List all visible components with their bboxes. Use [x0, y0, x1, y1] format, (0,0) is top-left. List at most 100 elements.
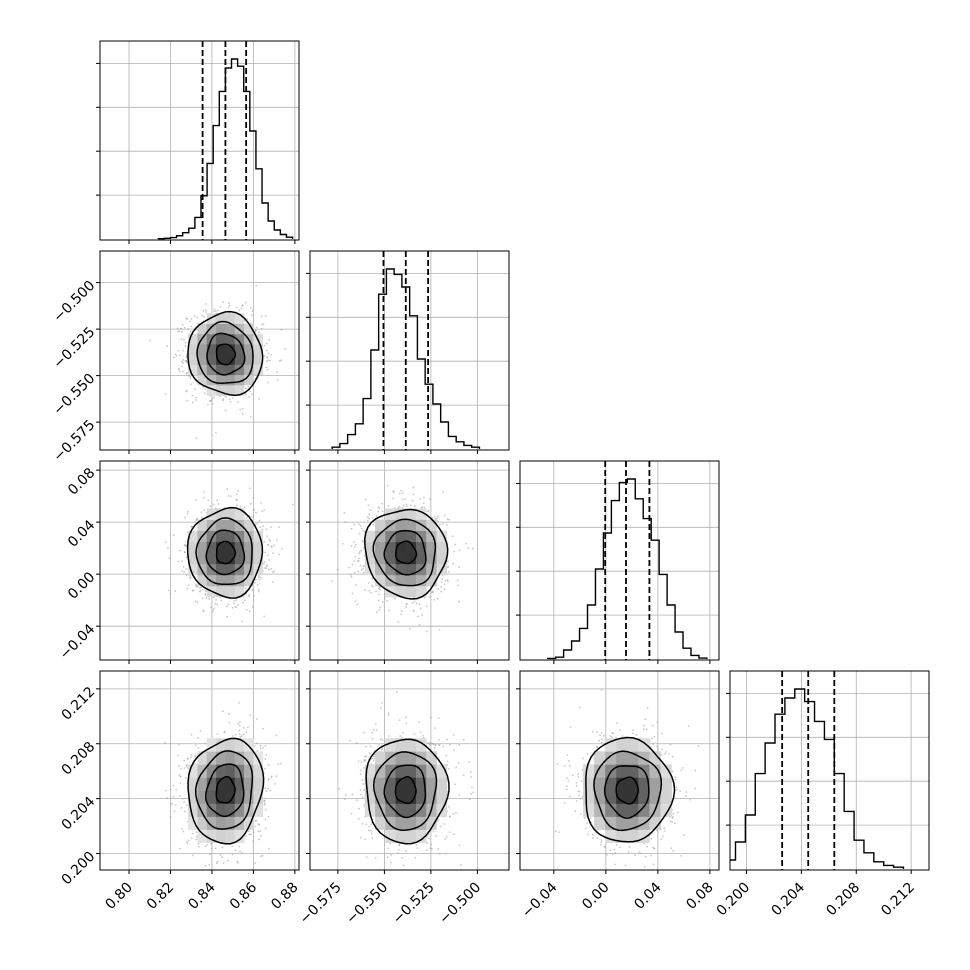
scatter-point: [596, 731, 599, 734]
scatter-point: [184, 516, 186, 519]
scatter-point: [254, 819, 257, 822]
scatter-point: [368, 752, 371, 754]
density-cell: [197, 803, 208, 817]
density-cell: [206, 829, 217, 843]
scatter-point: [393, 507, 396, 509]
scatter-point: [270, 775, 273, 778]
scatter-point: [284, 347, 287, 350]
scatter-point: [671, 821, 674, 824]
scatter-point: [181, 570, 183, 572]
scatter-point: [220, 599, 223, 602]
scatter-point: [469, 793, 472, 795]
scatter-point: [429, 498, 431, 501]
scatter-point: [645, 728, 648, 731]
scatter-point: [171, 802, 174, 805]
scatter-point: [611, 736, 613, 738]
density-cell: [234, 313, 245, 324]
scatter-point: [251, 589, 253, 592]
scatter-point: [389, 842, 392, 845]
scatter-point: [472, 791, 475, 794]
density-cell: [216, 354, 226, 365]
density-cell: [426, 816, 437, 830]
scatter-point: [366, 516, 369, 519]
scatter-point: [380, 748, 383, 751]
scatter-point: [255, 284, 258, 287]
density-cell: [416, 816, 427, 830]
scatter-point: [360, 761, 363, 764]
scatter-point: [360, 568, 363, 571]
histogram-step: [730, 688, 905, 869]
density-cell: [416, 508, 427, 520]
scatter-point: [182, 338, 185, 341]
density-cell: [234, 829, 245, 843]
scatter-point: [379, 706, 382, 709]
scatter-point: [172, 784, 175, 787]
density-cell: [253, 803, 264, 817]
scatter-point: [446, 579, 449, 581]
scatter-point: [273, 544, 276, 547]
scatter-point: [471, 547, 474, 550]
scatter-point: [445, 524, 448, 527]
scatter-point: [558, 831, 560, 834]
density-cell: [649, 790, 661, 804]
scatter-point: [365, 755, 368, 758]
scatter-point: [204, 388, 207, 390]
scatter-point: [386, 599, 388, 602]
scatter-point: [398, 492, 401, 495]
density-cell: [364, 541, 376, 554]
scatter-point: [268, 338, 271, 341]
scatter-point: [271, 581, 274, 583]
scatter-point: [251, 310, 254, 312]
density-cell: [234, 585, 245, 598]
x-tick-label: 0.204: [769, 879, 809, 919]
scatter-point: [175, 788, 178, 791]
density-cell: [375, 563, 386, 576]
scatter-point: [362, 567, 365, 570]
scatter-point: [215, 598, 217, 601]
scatter-point: [184, 777, 187, 779]
density-cell: [206, 343, 217, 355]
scatter-point: [635, 734, 638, 736]
scatter-point: [375, 611, 378, 614]
density-cell: [225, 541, 236, 554]
density-cell: [197, 541, 208, 554]
scatter-point: [565, 788, 568, 791]
density-cell: [395, 803, 407, 817]
scatter-point: [422, 502, 425, 505]
scatter-point: [447, 566, 450, 568]
scatter-point: [181, 560, 183, 563]
scatter-point: [569, 726, 572, 728]
scatter-point: [467, 547, 470, 550]
density-cell: [375, 530, 386, 543]
scatter-point: [195, 498, 198, 501]
density-cell: [660, 803, 672, 817]
density-cell: [426, 764, 437, 778]
scatter-point: [223, 731, 226, 734]
scatter-point: [397, 506, 400, 509]
scatter-point: [442, 745, 444, 748]
scatter-point: [259, 744, 262, 747]
scatter-point: [375, 729, 378, 731]
density-cell: [216, 384, 226, 396]
scatter-point: [247, 830, 250, 833]
scatter-point: [180, 365, 183, 368]
scatter-point: [264, 767, 266, 770]
scatter-point: [252, 831, 255, 834]
density-cell: [627, 751, 639, 765]
density-cell: [405, 519, 417, 531]
scatter-point: [215, 862, 218, 865]
scatter-point: [401, 857, 404, 859]
scatter-point: [458, 549, 461, 552]
scatter-point: [628, 846, 631, 849]
contour-line: [186, 506, 264, 599]
density-cell: [616, 751, 628, 765]
scatter-point: [338, 787, 341, 790]
scatter-point: [248, 593, 251, 596]
scatter-point: [266, 368, 269, 371]
scatter-point: [416, 847, 419, 850]
density-cell: [616, 764, 628, 778]
scatter-point: [448, 831, 451, 834]
scatter-point: [251, 314, 253, 316]
density-cell: [234, 519, 245, 531]
scatter-point: [182, 565, 185, 568]
